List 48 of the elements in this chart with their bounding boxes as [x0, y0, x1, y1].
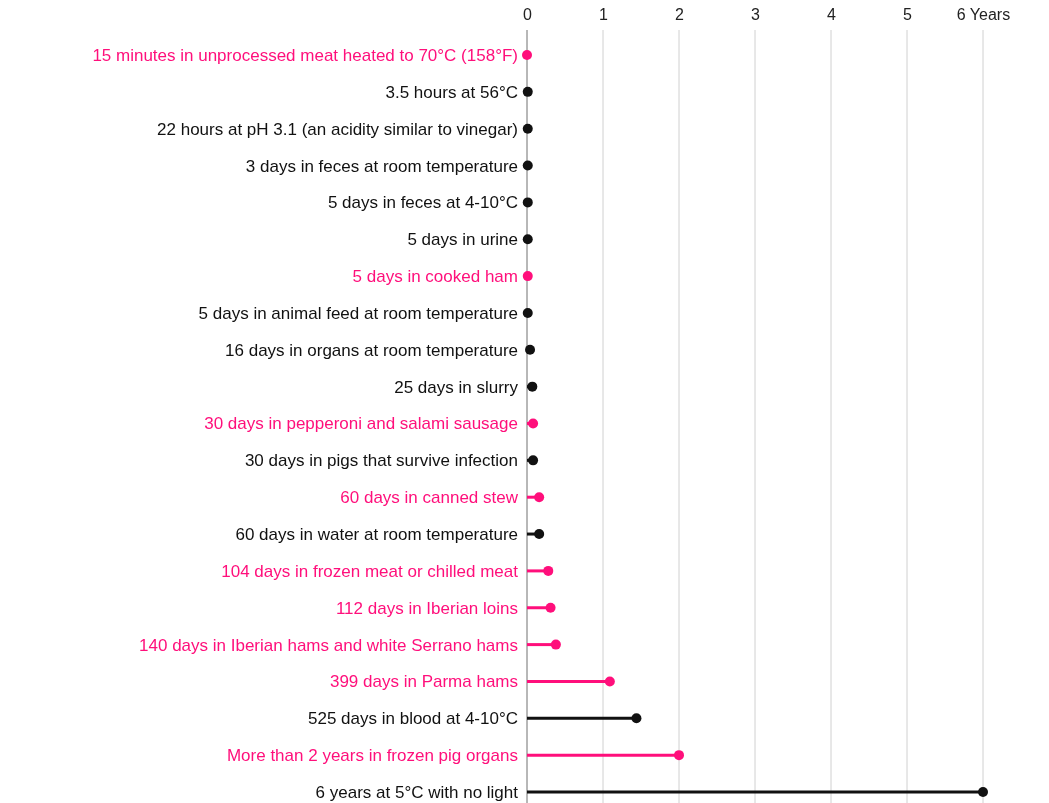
y-tick-label: 16 days in organs at room temperature [225, 340, 518, 360]
point [522, 307, 533, 318]
point [528, 455, 539, 466]
x-tick-label: 4 [827, 6, 837, 23]
y-tick-label: 140 days in Iberian hams and white Serrano hams [139, 635, 518, 655]
point [522, 86, 533, 97]
point [604, 676, 615, 687]
y-tick-label: 104 days in frozen meat or chilled meat [221, 561, 519, 581]
y-tick-label: 30 days in pepperoni and salami sausage [204, 414, 518, 434]
y-tick-label: 112 days in Iberian loins [335, 598, 518, 618]
y-tick-label: 22 hours at pH 3.1 (an acidity similar to vinegar) [157, 119, 518, 139]
point [522, 197, 533, 208]
x-tick-label: 6 Years [956, 6, 1011, 23]
point [522, 271, 533, 282]
point [534, 492, 545, 503]
y-tick-label: 525 days in blood at 4-10°C [308, 709, 518, 729]
point [543, 565, 554, 576]
y-tick-label: 5 days in feces at 4-10°C [327, 193, 518, 213]
point [545, 602, 556, 613]
point [631, 713, 642, 724]
y-tick-label: 60 days in canned stew [340, 488, 519, 508]
point [522, 123, 533, 134]
y-tick-label: 5 days in animal feed at room temperature [198, 303, 518, 323]
y-tick-label: 15 minutes in unprocessed meat heated to 70°C (158°F) [92, 45, 518, 65]
y-tick-label: 3.5 hours at 56°C [385, 82, 518, 102]
point [550, 639, 561, 650]
x-tick-label: 5 [903, 6, 913, 23]
point [528, 418, 539, 429]
point [674, 750, 684, 761]
point [978, 787, 988, 797]
x-tick-label: 0 [523, 6, 533, 23]
point [522, 234, 533, 245]
y-tick-label: More than 2 years in frozen pig organs [226, 746, 518, 766]
x-tick-label: 2 [675, 6, 685, 23]
point [527, 381, 538, 392]
y-tick-label: 25 days in slurry [394, 377, 519, 397]
y-tick-label: 60 days in water at room temperature [235, 525, 518, 544]
y-tick-label: 30 days in pigs that survive infection [244, 451, 518, 471]
point [525, 344, 536, 355]
x-tick-label: 1 [599, 6, 609, 23]
y-tick-label: 5 days in urine [407, 230, 518, 250]
y-tick-label: 3 days in feces at room temperature [245, 156, 518, 176]
point [534, 529, 545, 540]
point [522, 160, 533, 171]
y-tick-label: 6 years at 5°C with no light [315, 782, 519, 802]
x-tick-label: 3 [751, 6, 761, 23]
y-tick-label: 5 days in cooked ham [352, 267, 518, 287]
y-tick-label: 399 days in Parma hams [329, 672, 518, 692]
